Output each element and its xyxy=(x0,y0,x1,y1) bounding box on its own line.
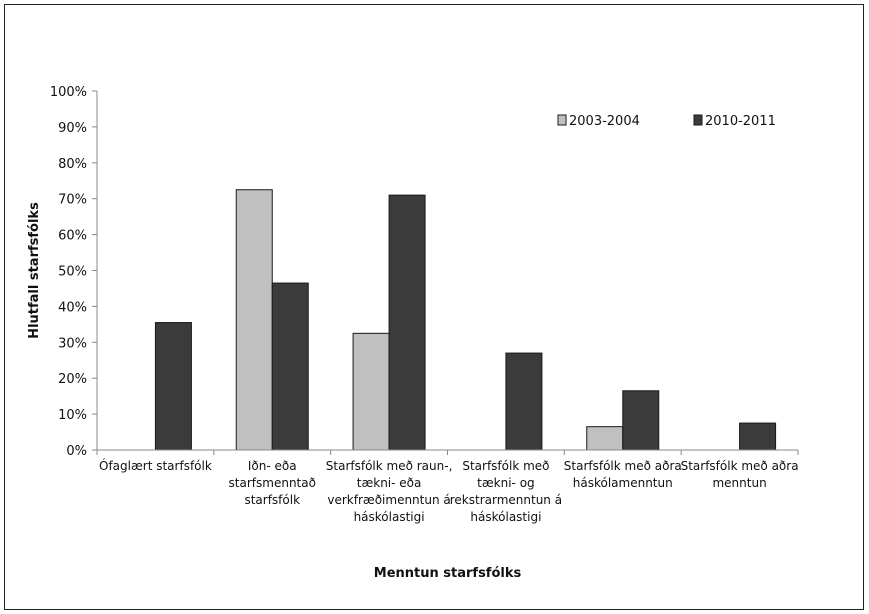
x-tick-label: Starfsfólk með raun-, tækni- eða verkfræði… xyxy=(326,459,453,524)
bar-2010-2011-5 xyxy=(739,422,777,451)
bar-2003-2004-4 xyxy=(586,426,624,451)
legend-label: 2003-2004 xyxy=(569,114,640,129)
bar-2010-2011-3 xyxy=(505,352,543,451)
bar-2003-2004-2 xyxy=(352,332,390,451)
y-axis: 0% 10% 20% 30% 40% 50% 60% 70% 80% 90% 100% xyxy=(50,85,98,459)
bars xyxy=(154,189,777,451)
y-tick-label: 10% xyxy=(58,408,87,423)
legend-label: 2010-2011 xyxy=(705,114,776,129)
x-tick-label: Iðn- eða starfsmenntað starfsfólk xyxy=(229,459,316,507)
bar-2010-2011-2 xyxy=(388,194,426,451)
legend-swatch xyxy=(693,114,703,126)
bar-2010-2011-1 xyxy=(271,282,309,451)
y-axis-title: Hlutfall starfsfólks xyxy=(27,202,42,339)
x-tick-label: Starfsfólk með aðra háskólamenntun xyxy=(564,459,682,490)
x-tick-label: Starfsfólk með aðra menntun xyxy=(681,459,799,490)
bar-2010-2011-4 xyxy=(622,390,660,451)
y-tick-label: 40% xyxy=(58,300,87,315)
y-tick-label: 70% xyxy=(58,193,87,208)
x-tick-label: Starfsfólk með tækni- og rekstrarmenntun á… xyxy=(450,459,562,524)
y-tick-label: 100% xyxy=(50,85,87,100)
y-tick-label: 50% xyxy=(58,265,87,280)
bar-2003-2004-1 xyxy=(235,189,273,451)
chart-frame xyxy=(4,4,864,610)
legend-swatch xyxy=(557,114,567,126)
x-axis: Ófaglært starfsfólk Iðn- eða starfsmenntað… xyxy=(96,449,799,524)
x-axis-title: Menntun starfsfólks xyxy=(374,566,522,581)
y-tick-label: 20% xyxy=(58,372,87,387)
y-tick-label: 80% xyxy=(58,157,87,172)
y-tick-label: 60% xyxy=(58,229,87,244)
bar-2010-2011-0 xyxy=(154,322,192,451)
y-tick-label: 30% xyxy=(58,336,87,351)
legend: 2003-2004 2010-2011 xyxy=(557,114,776,129)
x-tick-label: Ófaglært starfsfólk xyxy=(99,458,212,473)
y-tick-label: 90% xyxy=(58,121,87,136)
y-tick-label: 0% xyxy=(66,444,87,459)
